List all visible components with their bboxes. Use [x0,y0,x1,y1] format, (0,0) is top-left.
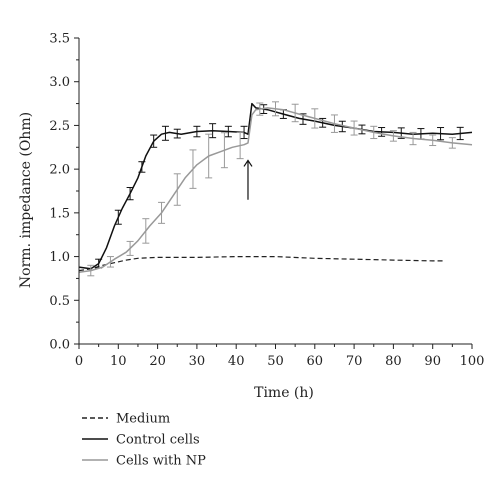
legend-label: Cells with NP [116,454,206,469]
x-tick-label: 40 [228,354,245,369]
x-tick-label: 30 [189,354,206,369]
x-tick-label: 0 [75,354,83,369]
legend: Medium Control cells Cells with NP [82,412,206,469]
x-tick-label: 20 [149,354,166,369]
y-tick-label: 3.5 [49,32,70,47]
x-axis-title: Time (h) [254,385,314,401]
axes: 0 10 20 30 40 50 60 70 80 90 100 0.0 0.5 1.0 1.5 2.0 2.5… [49,32,484,370]
annotation-arrow-head [243,159,253,167]
series-line-medium [78,256,445,272]
y-tick-label: 2.0 [49,163,70,178]
x-tick-label: 70 [346,354,363,369]
plot-area [78,101,473,277]
x-tick-label: 10 [110,354,127,369]
y-tick-label: 0.5 [49,294,70,309]
y-tick-label: 2.5 [49,119,70,134]
y-tick-label: 3.0 [49,75,70,90]
x-tick-label: 100 [460,354,485,369]
y-tick-label: 1.5 [49,206,70,221]
y-tick-label: 1.0 [49,250,70,265]
y-tick-label: 0.0 [49,338,70,353]
legend-label: Control cells [116,433,200,448]
x-tick-label: 90 [424,354,441,369]
series-line-control-cells [78,102,473,270]
y-axis-title: Norm. impedance (Ohm) [18,112,34,288]
x-tick-label: 50 [267,354,284,369]
x-tick-label: 80 [385,354,402,369]
x-tick-label: 60 [307,354,324,369]
legend-label: Medium [116,412,170,427]
series-line-cells-with-np [78,107,473,274]
